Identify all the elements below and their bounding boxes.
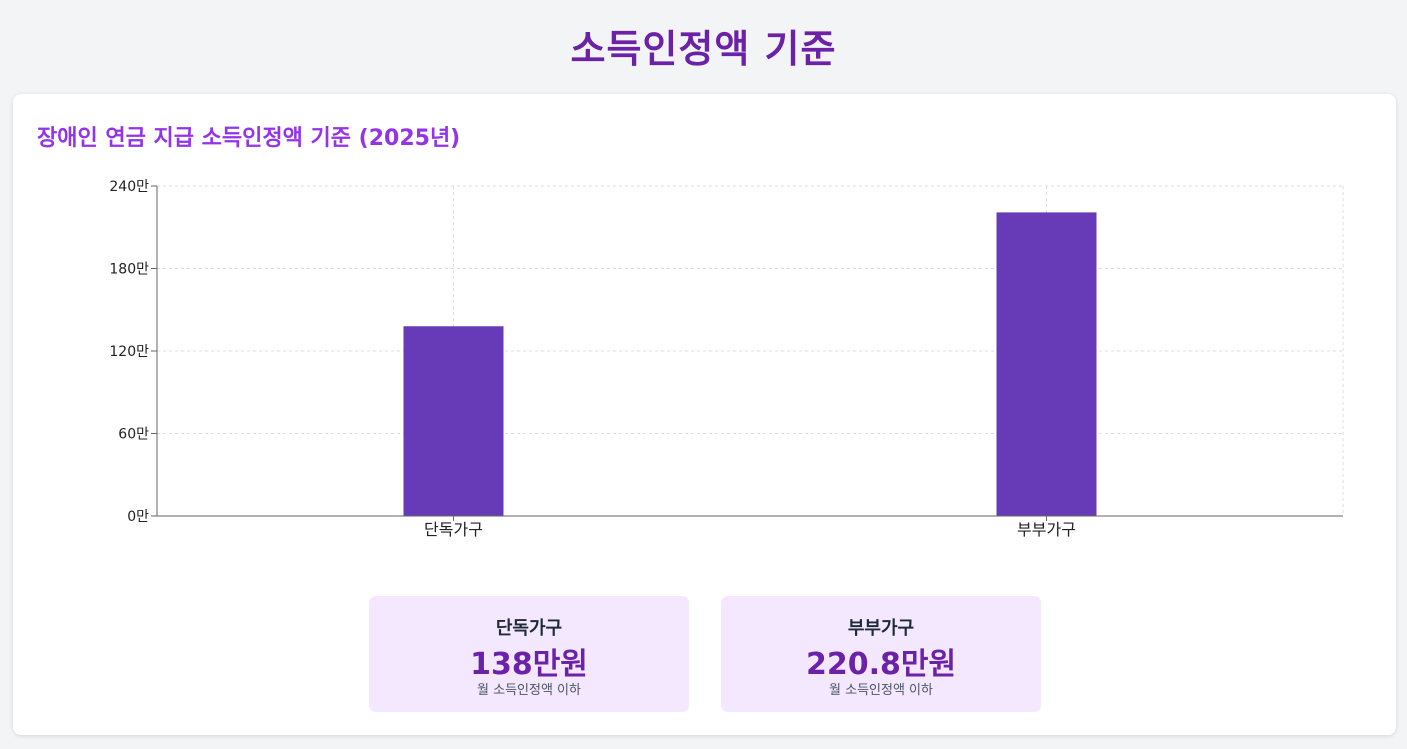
y-tick-label: 240만 <box>109 179 149 195</box>
summary-label: 단독가구 <box>495 618 563 639</box>
summary-value: 138만원 <box>470 647 588 682</box>
summary-value: 220.8만원 <box>805 647 957 682</box>
page-title: 소득인정액 기준 <box>570 27 837 71</box>
summary-card-couple: 부부가구 220.8만원 월 소득인정액 이하 <box>721 596 1041 712</box>
y-tick-label: 60만 <box>118 427 149 443</box>
y-tick-label: 180만 <box>109 262 149 278</box>
chart-title: 장애인 연금 지급 소득인정액 기준 (2025년) <box>37 126 461 151</box>
bar-couple <box>996 212 1097 516</box>
summary-note: 월 소득인정액 이하 <box>477 683 581 698</box>
x-tick-label: 단독가구 <box>424 520 483 539</box>
y-tick-label: 0만 <box>127 509 149 525</box>
summary-card-single: 단독가구 138만원 월 소득인정액 이하 <box>369 596 689 712</box>
summary-note: 월 소득인정액 이하 <box>829 683 933 698</box>
bar-single <box>403 326 504 516</box>
summary-label: 부부가구 <box>847 618 915 639</box>
y-tick-label: 120만 <box>109 344 149 360</box>
chart-card: 장애인 연금 지급 소득인정액 기준 (2025년) 0만 60만 120만 180만… <box>13 94 1396 735</box>
x-tick-label: 부부가구 <box>1017 520 1076 539</box>
